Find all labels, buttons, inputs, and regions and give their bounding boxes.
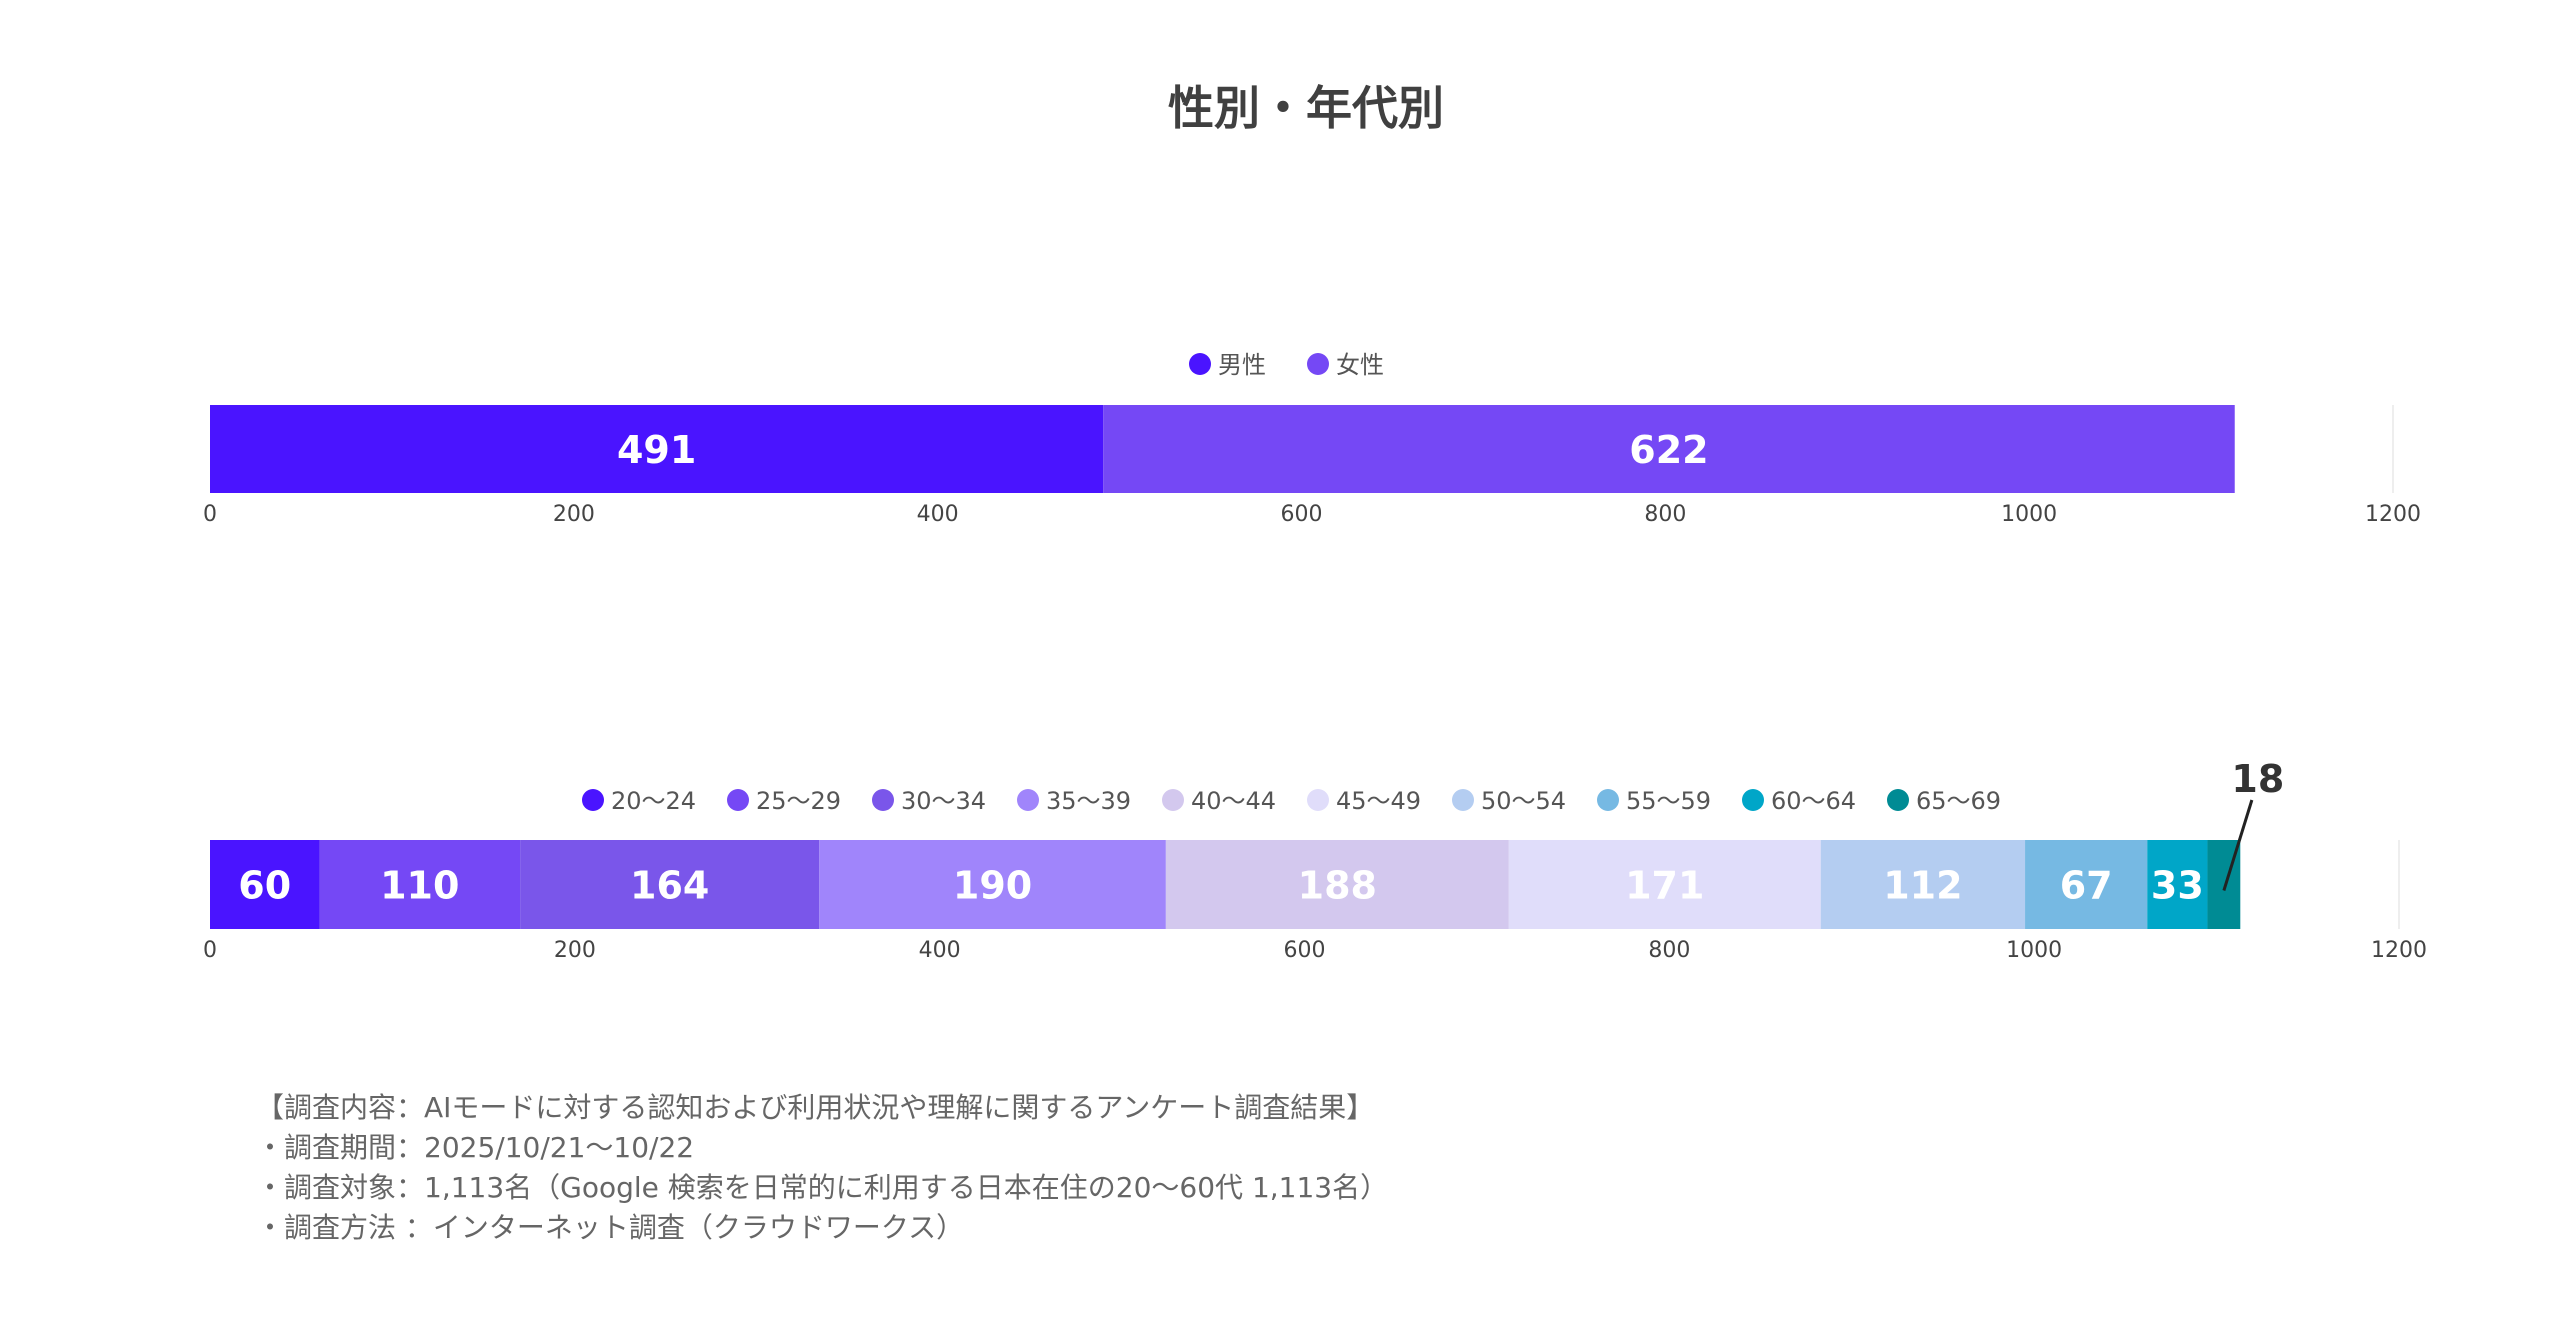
- data-label: 188: [1298, 864, 1377, 908]
- bar-segment-gender-1: [1103, 405, 2235, 493]
- data-label: 112: [1883, 864, 1962, 908]
- note-line: ・調査方法 ：インターネット調査（クラウドワークス）: [256, 1211, 965, 1244]
- age-chart: 20〜24 25〜29 30〜34 35〜39 40〜44 45〜49 50〜54 55〜59…: [203, 757, 2427, 963]
- legend-marker: [1307, 789, 1329, 811]
- legend-label: 35〜39: [1046, 787, 1131, 815]
- data-label: 67: [2060, 864, 2113, 908]
- note-line: ・調査期間：2025/10/21〜10/22: [256, 1131, 695, 1164]
- legend-label: 40〜44: [1191, 787, 1276, 815]
- data-label: 33: [2151, 864, 2204, 908]
- legend-label: 45〜49: [1336, 787, 1421, 815]
- legend-label: 55〜59: [1626, 787, 1711, 815]
- data-label: 171: [1625, 864, 1704, 908]
- legend-label: 60〜64: [1771, 787, 1856, 815]
- legend-label: 男性: [1218, 351, 1266, 379]
- tick-label: 200: [553, 502, 595, 527]
- note-line: 【調査内容：AIモードに対する認知および利用状況や理解に関するアンケート調査結果…: [256, 1091, 1375, 1124]
- bar-segment-age-1: [319, 840, 521, 929]
- legend-label: 30〜34: [901, 787, 986, 815]
- legend-marker: [1597, 789, 1619, 811]
- tick-label: 400: [917, 502, 959, 527]
- data-label: 622: [1629, 428, 1708, 472]
- tick-label: 0: [203, 938, 217, 963]
- legend-label: 女性: [1336, 351, 1384, 379]
- tick-label: 1000: [2001, 502, 2057, 527]
- label-leader-line: [2222, 799, 2254, 891]
- legend-marker: [1189, 353, 1211, 375]
- bar-segment-age-7: [2025, 840, 2148, 929]
- data-label: 164: [630, 864, 709, 908]
- bar-segment-age-5: [1508, 840, 1821, 929]
- data-label: 110: [380, 864, 459, 908]
- bar-segment-age-6: [1820, 840, 2026, 929]
- legend-marker: [1307, 353, 1329, 375]
- legend-label: 20〜24: [611, 787, 696, 815]
- tick-label: 800: [1644, 502, 1686, 527]
- legend-label: 50〜54: [1481, 787, 1566, 815]
- legend-marker: [1452, 789, 1474, 811]
- legend-marker: [727, 789, 749, 811]
- legend-marker: [582, 789, 604, 811]
- note-line: ・調査対象：1,113名（Google 検索を日常的に利用する日本在住の20〜6…: [256, 1171, 1389, 1204]
- bar-segment-age-2: [520, 840, 820, 929]
- tick-label: 1200: [2371, 938, 2427, 963]
- data-label: 491: [617, 428, 696, 472]
- survey-notes: 【調査内容：AIモードに対する認知および利用状況や理解に関するアンケート調査結果…: [256, 1088, 1388, 1248]
- tick-label: 400: [919, 938, 961, 963]
- chart-title: 性別・年代別: [1168, 81, 1444, 135]
- tick-label: 600: [1284, 938, 1326, 963]
- tick-label: 800: [1648, 938, 1690, 963]
- bar-segment-age-0: [210, 840, 320, 929]
- bar-segment-age-3: [819, 840, 1166, 929]
- tick-label: 600: [1281, 502, 1323, 527]
- legend-marker: [1017, 789, 1039, 811]
- gender-chart: 男性 女性 491 622 0 200 400 600 800 1000 1200: [203, 351, 2421, 527]
- legend-marker: [1162, 789, 1184, 811]
- bar-segment-age-4: [1165, 840, 1509, 929]
- bar-segment-gender-0: [210, 405, 1104, 493]
- legend-label: 65〜69: [1916, 787, 2001, 815]
- legend-marker: [1887, 789, 1909, 811]
- legend-marker: [1742, 789, 1764, 811]
- legend-marker: [872, 789, 894, 811]
- data-label: 60: [238, 864, 291, 908]
- legend-label: 25〜29: [756, 787, 841, 815]
- bar-segment-age-8: [2147, 840, 2208, 929]
- tick-label: 200: [554, 938, 596, 963]
- tick-label: 1200: [2365, 502, 2421, 527]
- data-label: 190: [953, 864, 1032, 908]
- data-label: 18: [2231, 757, 2284, 801]
- tick-label: 1000: [2006, 938, 2062, 963]
- tick-label: 0: [203, 502, 217, 527]
